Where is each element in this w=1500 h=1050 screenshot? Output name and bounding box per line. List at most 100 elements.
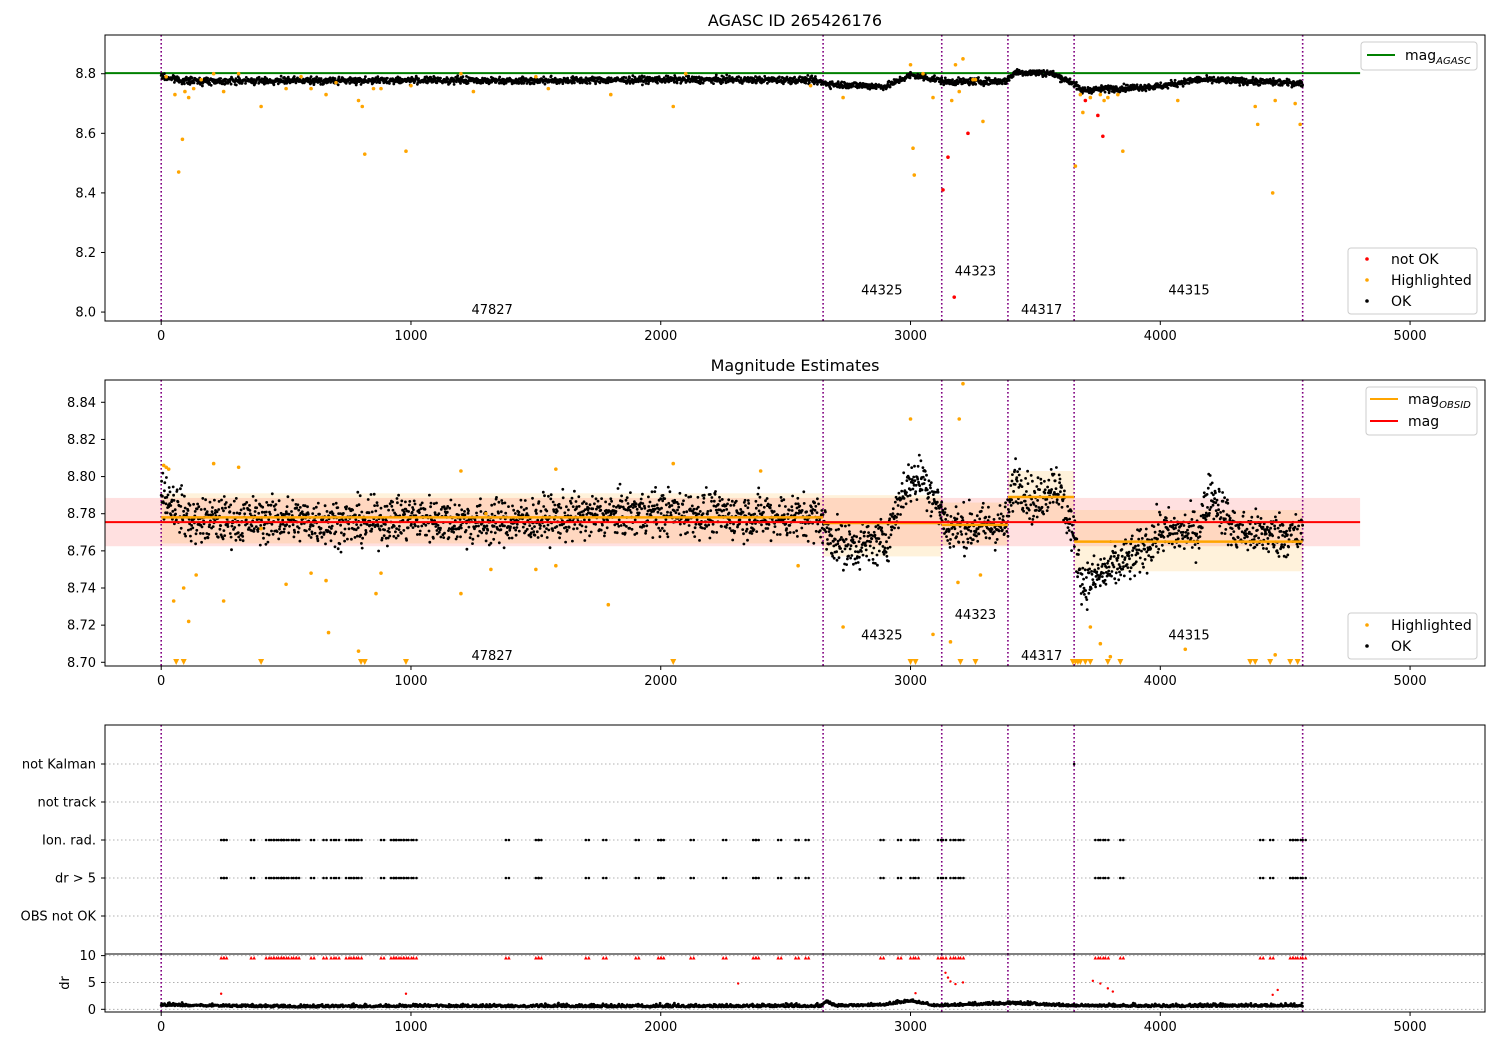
mag-ok-point (236, 531, 240, 534)
agasc-highlighted-point (981, 119, 985, 124)
mag-ok-point (406, 526, 410, 530)
mag-ok-point (711, 522, 715, 526)
mag-ok-point (931, 502, 935, 505)
mag-ok-point (244, 518, 248, 522)
mag-ok-point (908, 494, 912, 497)
mag-ok-point (929, 514, 933, 518)
mag-ok-point (329, 531, 332, 535)
mag-ok-point (617, 524, 621, 528)
mag-ok-point (339, 550, 343, 554)
mag-ok-point (232, 511, 236, 515)
agasc-ok-point (439, 76, 442, 80)
agasc-ok-point (543, 82, 547, 86)
mag-ok-point (910, 466, 914, 469)
mag-ok-point (700, 526, 704, 530)
mag-ok-point (928, 483, 932, 487)
mag-ok-point (856, 561, 860, 564)
mag-ok-point (502, 546, 506, 550)
mag-ok-point (364, 531, 368, 534)
agasc-panel: AGASC ID 265426176 478274432544323443174… (75, 11, 1486, 344)
mag-ok-point (834, 538, 837, 541)
agasc-ok-point (1251, 75, 1255, 79)
mag-ok-point (254, 525, 258, 528)
mag-ok-point (815, 511, 819, 514)
mag-ok-point (660, 526, 664, 530)
mag-ok-point (884, 550, 888, 554)
mag-ok-point (186, 509, 190, 512)
mag-ok-point (497, 541, 501, 545)
agasc-ok-point (180, 82, 184, 86)
mag-ok-point (682, 499, 685, 503)
mag-ok-point (614, 510, 618, 513)
mag-ok-point (666, 485, 670, 489)
mag-ok-point (706, 512, 709, 516)
agasc-highlighted-point (1098, 92, 1103, 97)
mag-ok-point (940, 500, 944, 504)
mag-ok-point (722, 508, 726, 512)
magnitude-estimates-title: Magnitude Estimates (711, 356, 880, 375)
mag-ok-point (902, 497, 906, 500)
mag-ok-point (746, 499, 750, 502)
mag-ok-point (620, 494, 623, 498)
agasc-ok-point (429, 76, 433, 79)
mag-ok-point (670, 504, 674, 507)
mag-ok-point (319, 531, 323, 534)
mag-ok-point (599, 504, 602, 508)
mag-ok-point (391, 508, 395, 512)
mag-ok-point (551, 529, 555, 532)
mag-ok-point (391, 500, 394, 504)
agasc-ok-point (1007, 79, 1011, 82)
mag-ok-point (548, 546, 552, 550)
mag-ok-point (549, 497, 553, 501)
mag-ok-point (547, 494, 550, 498)
mag-ok-point (825, 547, 828, 551)
agasc-highlighted-point (608, 92, 613, 97)
mag-ok-point (262, 526, 266, 530)
mag-ok-point (234, 497, 238, 500)
mag-ok-point (867, 531, 870, 534)
mag-ok-point (813, 501, 816, 505)
agasc-ok-point (739, 76, 743, 80)
mag-ok-point (617, 518, 621, 522)
mag-ok-point (782, 513, 786, 517)
mag-ok-point (757, 509, 761, 513)
agasc-ytick-label: 8.6 (75, 127, 96, 142)
mag-ok-point (237, 523, 241, 527)
mag-ok-point (266, 540, 270, 544)
mag-ok-point (860, 550, 863, 553)
mag-ok-point (395, 497, 399, 500)
mag-ok-point (628, 526, 631, 530)
mag-ok-point (814, 504, 818, 508)
mag-ok-point (859, 530, 863, 533)
agasc-ok-point (672, 78, 676, 82)
mag-ok-point (194, 532, 198, 536)
mag-ok-point (583, 539, 587, 542)
mag-ok-point (861, 553, 865, 557)
mag-plot-area (105, 380, 1361, 666)
mag-ok-point (252, 527, 256, 531)
mag-ok-point (821, 513, 825, 516)
mag-ok-point (448, 506, 452, 510)
mag-ok-point (425, 533, 428, 537)
agasc-legend-subscript: AGASC (1435, 56, 1471, 67)
agasc-ok-point (829, 87, 832, 91)
agasc-highlighted-point (1270, 191, 1275, 195)
mag-ok-point (686, 531, 689, 534)
mag-ok-point (312, 507, 316, 510)
agasc-highlighted-point (191, 86, 196, 91)
mag-ok-point (385, 504, 389, 508)
mag-ok-point (897, 526, 900, 530)
mag-ok-point (716, 503, 720, 506)
mag-ok-point (485, 524, 489, 528)
mag-ok-point (191, 526, 195, 530)
mag-ok-point (925, 509, 929, 513)
mag-ok-point (325, 510, 329, 513)
mag-ok-point (843, 547, 847, 551)
mag-ok-point (715, 531, 719, 534)
mag-ok-point (623, 531, 627, 535)
agasc-ok-point (555, 82, 559, 85)
mag-ok-point (830, 552, 834, 555)
mag-ok-point (257, 511, 261, 515)
mag-ok-point (338, 542, 342, 546)
mag-ok-point (408, 500, 412, 503)
